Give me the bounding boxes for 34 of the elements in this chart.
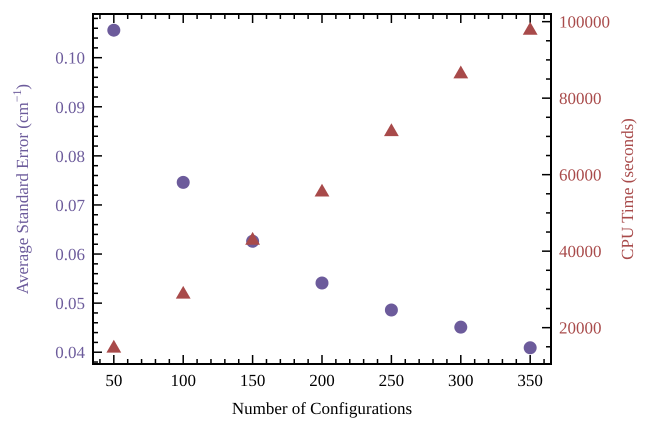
y-tick-label: 0.08 (55, 146, 85, 166)
x-tick-label: 50 (105, 371, 122, 390)
y2-tick-label: 20000 (559, 318, 602, 338)
x-axis-title: Number of Configurations (232, 399, 412, 418)
y2-tick-label: 100000 (559, 12, 610, 32)
x-tick-label: 300 (448, 371, 474, 390)
point (522, 22, 538, 35)
y2-tick-label: 60000 (559, 166, 602, 185)
y2-tick-label: 80000 (559, 89, 602, 108)
x-tick-label: 200 (309, 371, 335, 390)
x-tick-label: 350 (517, 371, 543, 390)
y2-axis-title: CPU Time (seconds) (618, 118, 637, 260)
y-tick-label: 0.05 (55, 294, 85, 314)
point (245, 232, 260, 245)
point (384, 304, 398, 317)
point (454, 320, 468, 334)
point (316, 276, 328, 290)
x-tick-label: 250 (378, 371, 404, 390)
point (106, 340, 122, 353)
y-tick-label: 0.07 (55, 196, 86, 215)
y-tick-label: 0.04 (55, 343, 86, 362)
point (314, 184, 330, 197)
x-tick-label: 150 (240, 371, 266, 390)
y-tick-label: 0.10 (55, 48, 85, 68)
point (384, 123, 399, 136)
y-tick-label: 0.06 (55, 245, 85, 264)
point (176, 286, 191, 299)
y2-tick-label: 40000 (559, 242, 602, 262)
point (453, 66, 468, 78)
point (107, 24, 120, 37)
y-tick-label: 0.09 (55, 98, 85, 117)
point (524, 341, 537, 354)
point (176, 176, 190, 189)
x-tick-label: 100 (170, 371, 196, 390)
